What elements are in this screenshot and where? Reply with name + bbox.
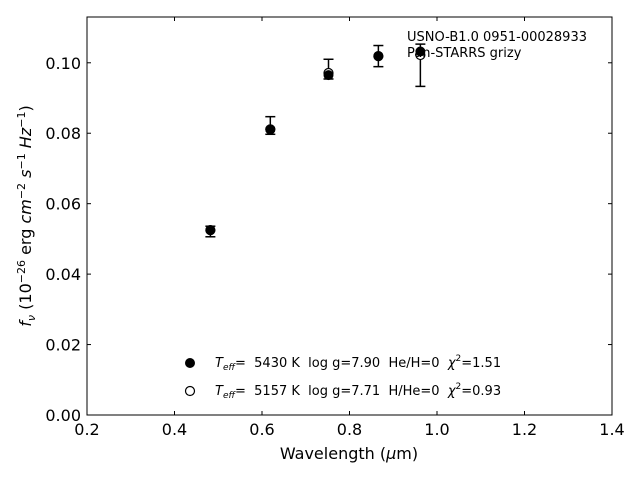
model-point-filled: [323, 70, 334, 81]
annotation-survey: Pan-STARRS grizy: [407, 46, 522, 61]
y-axis-label: fν (10−26 erg cm−2 s−1 Hz−1): [15, 105, 38, 326]
x-tick-label: 1.4: [599, 420, 624, 439]
legend-marker-filled: [185, 358, 195, 368]
y-tick-label: 0.00: [45, 406, 81, 425]
x-tick-label: 0.4: [162, 420, 187, 439]
errorbar-group: [205, 43, 426, 238]
x-tick-label: 1.2: [512, 420, 537, 439]
y-tick-label: 0.08: [45, 124, 81, 143]
x-tick-label: 0.8: [337, 420, 362, 439]
model-point-filled: [205, 225, 216, 236]
x-tick-label: 0.2: [74, 420, 99, 439]
legend-entry-1: Teff= 5430 K log g=7.90 He/H=0 χ2=1.51: [215, 354, 501, 373]
y-tick-label: 0.10: [45, 54, 81, 73]
y-tick-label: 0.06: [45, 195, 81, 214]
point-group: [205, 46, 426, 236]
x-axis-label: Wavelength (μm): [280, 444, 418, 463]
x-tick-label: 1.0: [424, 420, 449, 439]
model-point-filled: [415, 46, 426, 57]
model-point-filled: [265, 124, 276, 135]
legend: Teff= 5430 K log g=7.90 He/H=0 χ2=1.51 T…: [184, 354, 501, 401]
model-point-filled: [373, 51, 384, 62]
legend-entry-2: Teff= 5157 K log g=7.71 H/He=0 χ2=0.93: [215, 382, 501, 401]
y-tick-label: 0.04: [45, 265, 81, 284]
x-tick-label: 0.6: [249, 420, 274, 439]
y-tick-label: 0.02: [45, 336, 81, 355]
tick-group: 0.2 0.4 0.6 0.8 1.0 1.2 1.4 0.00 0.02 0.04 0.06 0.0…: [45, 17, 625, 439]
legend-marker-open: [184, 385, 196, 397]
annotation-star-id: USNO-B1.0 0951-00028933: [407, 30, 587, 45]
